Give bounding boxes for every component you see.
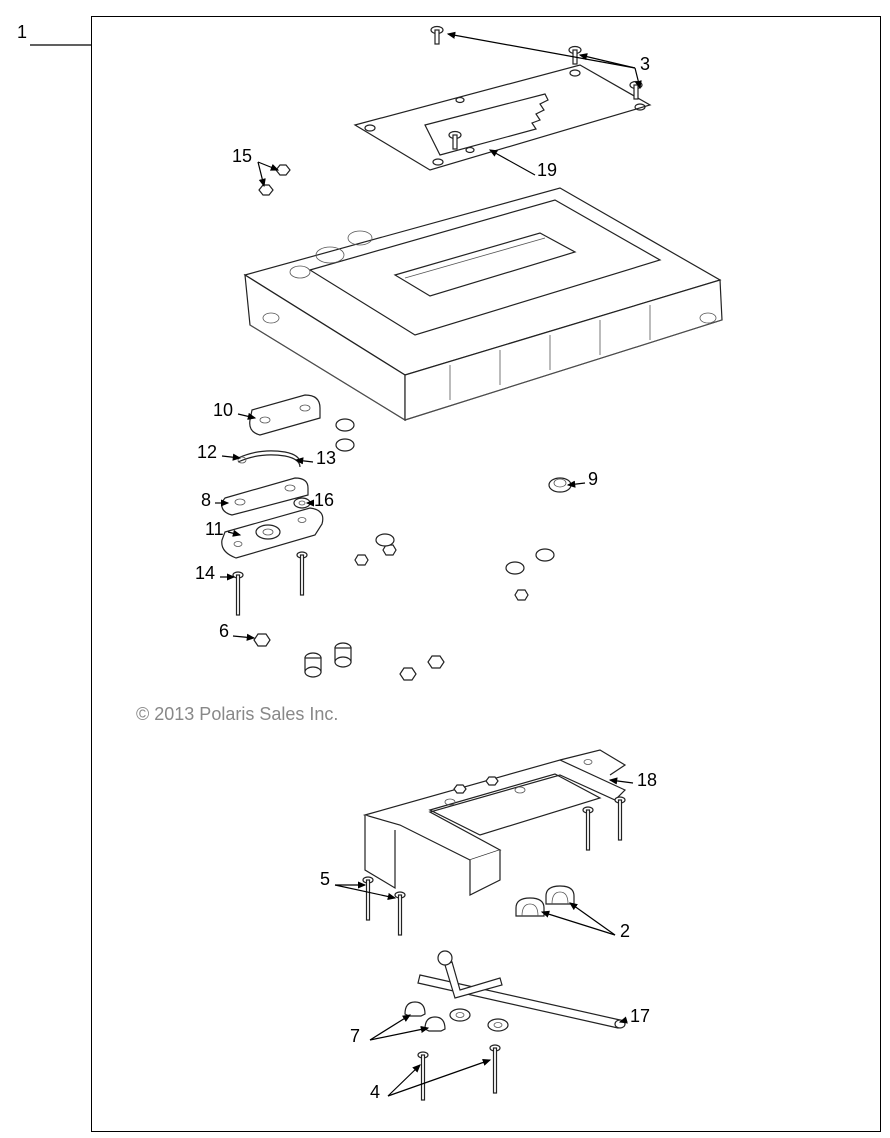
callout-2: 2 [620, 921, 630, 942]
part-clamps-2 [516, 886, 574, 916]
part-bolts-14 [233, 552, 307, 615]
part-nuts-15 [259, 165, 290, 195]
part-cap-10 [250, 395, 320, 435]
callout-14: 14 [195, 563, 215, 584]
callout-8: 8 [201, 490, 211, 511]
callout-1: 1 [17, 22, 27, 43]
callout-18: 18 [637, 770, 657, 791]
copyright-text: © 2013 Polaris Sales Inc. [136, 704, 338, 725]
callout-4: 4 [370, 1082, 380, 1103]
part-plate-8 [222, 478, 308, 515]
callout-12: 12 [197, 442, 217, 463]
part-base-11 [222, 508, 323, 558]
callout-19: 19 [537, 160, 557, 181]
callout-16: 16 [314, 490, 334, 511]
diagram-svg [0, 0, 890, 1138]
callout-9: 9 [588, 469, 598, 490]
callout-15: 15 [232, 146, 252, 167]
callout-10: 10 [213, 400, 233, 421]
part-shaft-17 [418, 951, 625, 1031]
callout-6: 6 [219, 621, 229, 642]
part-housing-cover [245, 188, 722, 420]
part-nut-9 [549, 478, 571, 492]
callout-7: 7 [350, 1026, 360, 1047]
part-plate-19 [355, 65, 650, 170]
callout-11: 11 [205, 519, 224, 540]
part-mid-hardware [305, 534, 554, 680]
part-clamps-7 [405, 1002, 445, 1031]
callout-5: 5 [320, 869, 330, 890]
callout-17: 17 [630, 1006, 650, 1027]
callout-13: 13 [316, 448, 336, 469]
part-nut-6 [254, 634, 270, 646]
part-spring-clip-12-13 [238, 451, 300, 467]
part-bolts-4 [418, 1045, 500, 1100]
callout-3: 3 [640, 54, 650, 75]
part-domes-top [336, 419, 354, 451]
